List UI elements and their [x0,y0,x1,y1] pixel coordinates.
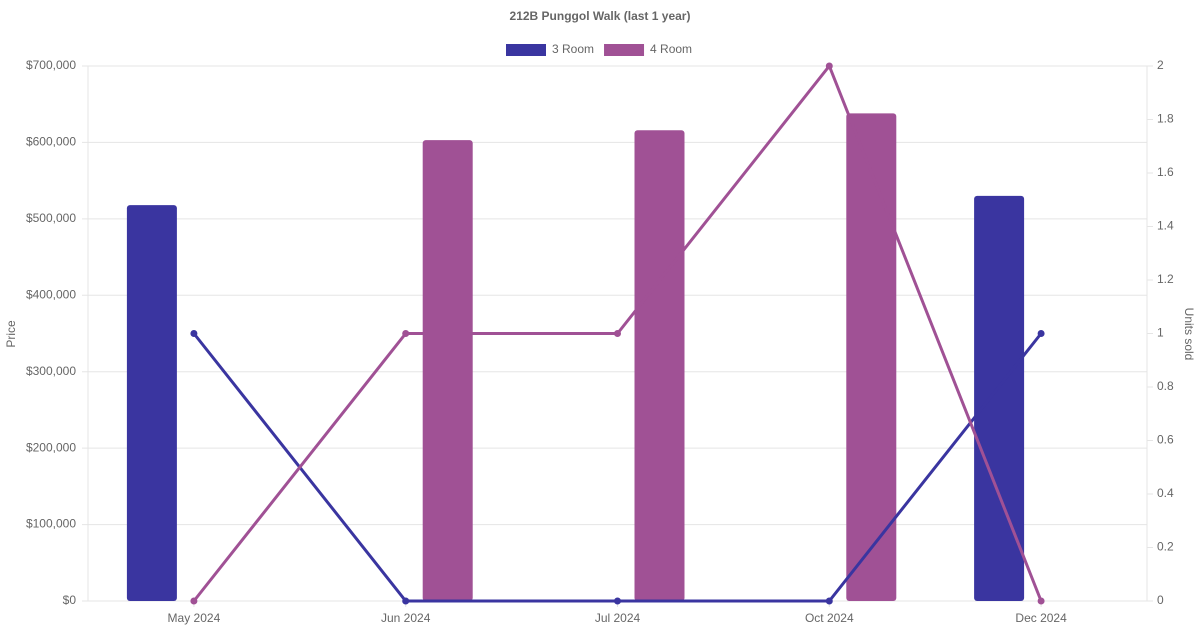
point [825,597,833,605]
x-tick-label: Dec 2024 [1015,611,1067,625]
legend-swatch [604,44,645,56]
bar [422,140,473,601]
point [825,62,833,70]
y-tick-label: $700,000 [26,58,76,72]
y2-tick-label: 1 [1157,326,1164,340]
point [190,597,198,605]
y2-tick-label: 1.2 [1157,272,1174,286]
legend-swatch [506,44,546,56]
y-axis-title: Price [4,320,18,348]
x-tick-label: May 2024 [168,611,221,625]
point [402,330,410,337]
y2-tick-label: 2 [1157,58,1164,72]
legend-label: 4 Room [650,42,692,56]
chart-title: 212B Punggol Walk (last 1 year) [510,9,691,23]
line [192,332,1043,603]
y-tick-label: $300,000 [26,364,76,378]
legend-label: 3 Room [552,42,594,56]
y-tick-label: $500,000 [26,211,76,225]
y-tick-label: $400,000 [26,287,76,301]
y2-tick-label: 1.6 [1157,165,1174,179]
y2-tick-label: 1.4 [1157,219,1174,233]
bar [126,205,177,601]
bar [634,130,685,601]
y2-tick-label: 1.8 [1157,112,1174,126]
y-tick-label: $100,000 [26,517,76,531]
x-tick-label: Jun 2024 [381,611,431,625]
y-tick-label: $600,000 [26,135,76,149]
point [1037,330,1045,337]
x-tick-label: Oct 2024 [805,611,854,625]
x-tick-label: Jul 2024 [595,611,641,625]
point [402,597,410,605]
y2-tick-label: 0 [1157,593,1164,607]
bar [846,113,897,601]
y2-tick-label: 0.6 [1157,433,1174,447]
y2-tick-label: 0.2 [1157,540,1174,554]
point [1037,597,1045,605]
y-tick-label: $0 [63,593,77,607]
point [190,330,198,337]
bar [974,195,1025,601]
y2-tick-label: 0.8 [1157,379,1174,393]
point [614,597,621,605]
y-tick-label: $200,000 [26,440,76,454]
y2-axis-title: Units sold [1182,308,1196,361]
y2-tick-label: 0.4 [1157,486,1174,500]
point [614,330,621,337]
